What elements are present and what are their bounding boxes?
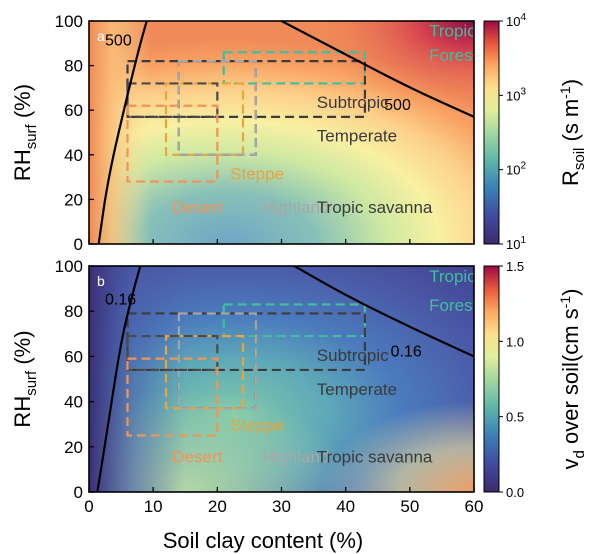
region-label-tropic-savanna: Tropic savanna — [317, 448, 433, 467]
region-label-steppe: Steppe — [230, 164, 284, 183]
x-tick-label: 10 — [144, 497, 163, 516]
contour-line — [280, 21, 474, 118]
y-tick-label: 20 — [64, 190, 83, 209]
y-axis-label: RHsurf (%) — [10, 330, 40, 427]
region-label-steppe: Steppe — [230, 416, 284, 435]
region-label-tropic-savanna: Tropic savanna — [317, 198, 433, 217]
x-axis-label: Soil clay content (%) — [163, 528, 364, 553]
colorbar-tick-label: 1.5 — [506, 259, 524, 274]
region-label-temperate: Temperate — [317, 126, 397, 145]
region-label-desert: Desert — [172, 448, 222, 467]
region-label-subtropic: Subtropic — [317, 93, 389, 112]
y-tick-label: 20 — [64, 438, 83, 457]
region-box — [126, 104, 219, 183]
region-box — [126, 60, 367, 118]
region-box — [164, 334, 245, 410]
x-tick-label: 30 — [272, 497, 291, 516]
y-tick-label: 100 — [55, 257, 83, 276]
y-tick-label: 40 — [64, 146, 83, 165]
colorbar — [483, 265, 500, 493]
contour-label: 0.16 — [391, 343, 422, 360]
colorbar-label: Rsoil (s m-1) — [557, 79, 588, 186]
y-tick-label: 60 — [64, 101, 83, 120]
colorbar-tick-label: 104 — [506, 12, 526, 29]
x-tick-label: 40 — [336, 497, 355, 516]
y-tick-label: 100 — [55, 12, 83, 31]
region-box — [164, 82, 245, 156]
heatmap-field: 0.16 0.16 Tropic Forest Subtropic Temperate St… — [89, 266, 477, 492]
region-box — [177, 60, 257, 156]
region-label-tropic: Tropic — [429, 22, 476, 41]
colorbar-tick-label: 101 — [506, 235, 526, 252]
x-tick-label: 50 — [400, 497, 419, 516]
panel-letter: a — [97, 28, 105, 44]
contour-label: 500 — [384, 97, 411, 114]
colorbar-tick-label: 0.5 — [506, 410, 524, 425]
colorbar-tick-label: 0.0 — [506, 485, 524, 500]
panel-b: 0.16 0.16 Tropic Forest Subtropic Temperate St… — [10, 257, 588, 516]
colorbar — [483, 20, 500, 245]
region-box — [126, 82, 219, 118]
x-tick-label: 20 — [208, 497, 227, 516]
region-label-forest: Forest — [429, 296, 477, 315]
heatmap-field: 500 500 Tropic Forest Subtropic Temperate Step… — [89, 21, 477, 244]
x-tick-label: 60 — [465, 497, 484, 516]
colorbar-tick-label: 103 — [506, 86, 526, 103]
panel-a: 500 500 Tropic Forest Subtropic Temperate Step… — [10, 12, 588, 254]
contour-line — [293, 266, 474, 358]
y-tick-label: 80 — [64, 302, 83, 321]
colorbar-tick-label: 1.0 — [506, 334, 524, 349]
region-label-forest: Forest — [429, 46, 477, 65]
region-box — [126, 312, 367, 372]
panel-letter: b — [97, 273, 105, 289]
x-tick-label: 0 — [84, 497, 93, 516]
y-tick-label: 0 — [74, 483, 83, 502]
region-box — [126, 357, 219, 437]
contour-label: 500 — [105, 33, 132, 50]
y-tick-label: 40 — [64, 393, 83, 412]
region-box — [177, 312, 257, 410]
region-label-desert: Desert — [172, 198, 222, 217]
y-tick-label: 0 — [74, 235, 83, 254]
region-label-highland: Highland — [262, 198, 329, 217]
heatmap-layer — [89, 21, 474, 244]
contour-label: 0.16 — [105, 291, 136, 308]
y-tick-label: 60 — [64, 347, 83, 366]
contour-line — [96, 266, 142, 492]
region-label-subtropic: Subtropic — [317, 346, 389, 365]
region-label-tropic: Tropic — [429, 267, 476, 286]
region-box — [126, 334, 219, 372]
y-axis-label: RHsurf (%) — [10, 84, 40, 181]
colorbar-tick-label: 102 — [506, 161, 526, 178]
y-tick-label: 80 — [64, 57, 83, 76]
contour-line — [97, 21, 148, 244]
colorbar-label: vd over soil(cm s-1) — [557, 289, 588, 470]
region-label-highland: Highland — [262, 448, 329, 467]
region-label-temperate: Temperate — [317, 380, 397, 399]
